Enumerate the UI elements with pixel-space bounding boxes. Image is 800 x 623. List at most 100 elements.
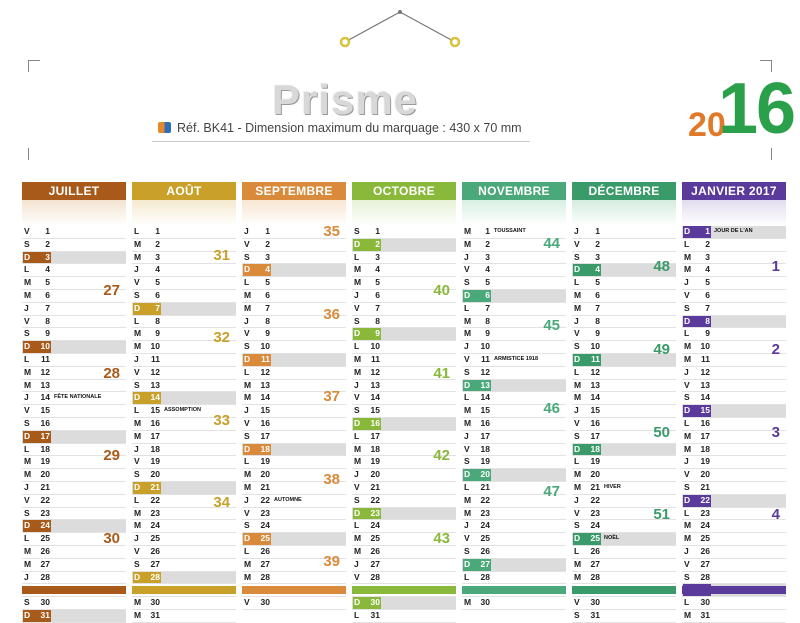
day-row: M 1 TOUSSAINT (462, 226, 566, 239)
weekday-letter: S (574, 430, 580, 441)
sunday-marker (463, 289, 491, 302)
day-row: V 28 (352, 572, 456, 585)
week-number: 4 (771, 506, 780, 524)
day-row: M 25 (682, 533, 786, 546)
day-row: J 13 (352, 380, 456, 393)
day-row: L 19 (242, 456, 346, 470)
day-number: 27 (480, 558, 490, 569)
day-number: 7 (485, 302, 490, 313)
weekday-letter: D (354, 328, 361, 339)
weekday-letter: J (464, 430, 469, 441)
day-number: 18 (150, 443, 160, 454)
weekday-letter: L (574, 277, 580, 288)
day-list: M 1 TOUSSAINT M 2 J 3 V 4 S 5 D 6 L 7 M 8 M 9 J 10 V 11 ARMISTI… (462, 226, 566, 610)
day-number: 24 (480, 520, 490, 531)
weekday-letter: D (574, 264, 581, 275)
day-row: S 12 (462, 367, 566, 380)
day-number: 22 (260, 494, 270, 505)
weekday-letter: D (354, 417, 361, 428)
day-row: D 18 (242, 443, 346, 457)
day-number: 19 (260, 456, 270, 467)
sunday-marker (573, 533, 601, 545)
day-row: D 25 (242, 533, 346, 546)
day-number: 24 (370, 520, 380, 531)
day-number: 10 (150, 341, 160, 352)
day-number: 10 (700, 341, 710, 352)
day-row: M 11 (682, 354, 786, 367)
day-row: V 16 (572, 418, 676, 431)
day-row: J 12 (682, 367, 786, 380)
day-number: 23 (480, 507, 490, 518)
crop-mark (28, 148, 29, 160)
weekday-letter: J (24, 571, 29, 582)
day-row: D 11 (242, 353, 346, 367)
day-row: J 28 (22, 572, 126, 585)
weekday-letter: J (464, 341, 469, 352)
day-row: M 14 (242, 392, 346, 406)
day-row: L 25 (22, 533, 126, 546)
weekday-letter: J (24, 302, 29, 313)
weekday-letter: M (684, 341, 692, 352)
day-row: M 24 (132, 520, 236, 534)
day-number: 23 (150, 507, 160, 518)
week-number: 50 (653, 423, 670, 441)
crop-mark (771, 148, 772, 160)
weekday-letter: L (244, 366, 250, 377)
month-header: JANVIER 2017 (682, 182, 786, 200)
weekday-letter: J (684, 277, 689, 288)
day-row: D 22 (682, 494, 786, 508)
day-number: 8 (375, 315, 380, 326)
weekday-letter: J (244, 494, 249, 505)
weekday-letter: M (134, 609, 142, 620)
weekday-letter: S (464, 456, 470, 467)
weekday-letter: V (464, 443, 470, 454)
week-number: 47 (543, 482, 560, 500)
day-row: M 11 (352, 354, 456, 367)
weekday-letter: V (134, 277, 140, 288)
day-row: S 14 (682, 392, 786, 406)
weekday-letter: M (24, 545, 32, 556)
week-number: 35 (323, 223, 340, 240)
day-number: 21 (150, 481, 160, 492)
day-number: 27 (370, 558, 380, 569)
day-number: 20 (590, 469, 600, 480)
week-number: 29 (103, 447, 120, 465)
weekday-letter: M (134, 597, 142, 608)
weekday-letter: J (134, 353, 139, 364)
sunday-marker (683, 226, 711, 238)
day-list: S 1 D 2 L 3 M 4 M 5 J 6 V 7 S 8 D 9 L 10 M 11 M 12 J 13 V 14 S 15 D 16 L… (352, 226, 456, 623)
day-number: 14 (370, 392, 380, 403)
weekday-letter: D (244, 353, 251, 364)
day-row: D 20 (462, 469, 566, 482)
day-number: 16 (150, 417, 160, 428)
weekday-letter: D (464, 469, 471, 480)
day-row: M 20 (22, 469, 126, 482)
reference-line: Réf. BK41 - Dimension maximum du marquag… (158, 121, 522, 135)
weekday-letter: V (684, 289, 690, 300)
weekday-letter: D (134, 481, 141, 492)
month-header: JUILLET (22, 182, 126, 200)
day-row: L 24 (352, 520, 456, 534)
weekday-letter: M (244, 469, 252, 480)
day-number: 7 (595, 302, 600, 313)
day-row: M 20 (242, 469, 346, 482)
day-number: 30 (700, 597, 710, 608)
day-row: V 18 (462, 444, 566, 457)
day-number: 11 (371, 353, 380, 364)
weekday-letter: M (574, 469, 582, 480)
day-number: 10 (40, 341, 50, 352)
day-row: D 24 (22, 520, 126, 534)
weekday-letter: L (24, 443, 30, 454)
weekday-letter: M (134, 328, 142, 339)
weekday-letter: J (244, 405, 249, 416)
day-number: 2 (265, 238, 270, 249)
